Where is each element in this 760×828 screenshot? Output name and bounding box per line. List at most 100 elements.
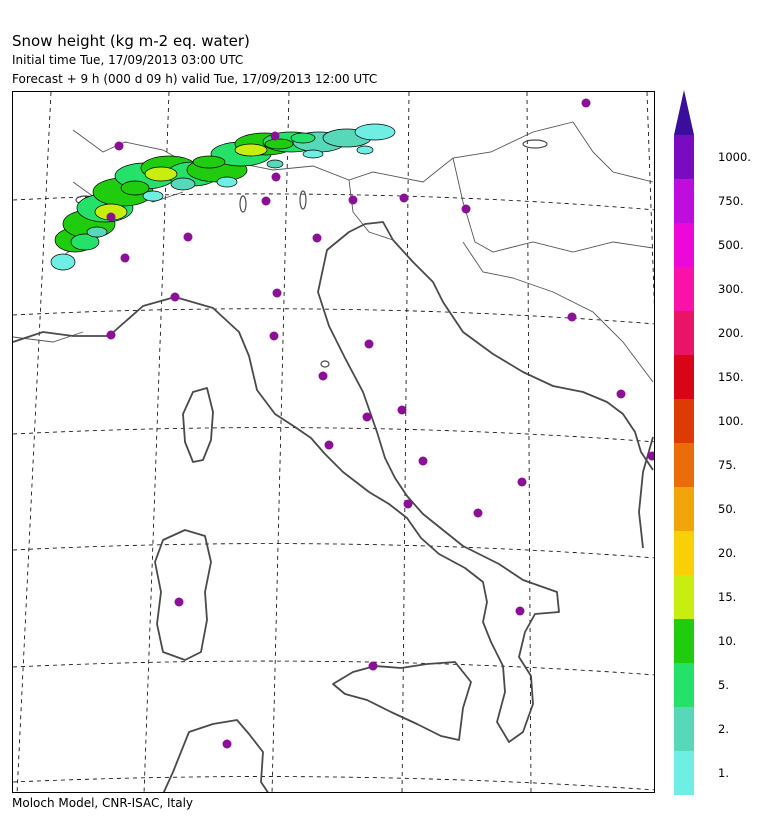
station-marker: [272, 288, 282, 298]
station-marker: [170, 292, 180, 302]
station-marker: [269, 331, 279, 341]
station-marker: [270, 131, 280, 141]
station-marker: [362, 412, 372, 422]
station-marker: [581, 98, 591, 108]
snow-contour: [144, 166, 178, 182]
meridian-line: [16, 92, 52, 792]
station-marker: [461, 204, 471, 214]
station-marker: [106, 212, 116, 222]
map-panel: [12, 91, 655, 793]
scale-swatch: [674, 223, 694, 267]
forecast-validity: Forecast + 9 h (000 d 09 h) valid Tue, 1…: [12, 72, 378, 86]
border-line: [72, 121, 574, 183]
meridian-line: [143, 92, 170, 792]
station-marker: [120, 253, 130, 263]
scale-swatch: [674, 531, 694, 575]
scale-label: 1000.: [718, 150, 751, 164]
parallel-line: [13, 660, 654, 676]
snow-contour: [142, 190, 164, 202]
snow-contour: [290, 132, 316, 144]
coastline-peninsula: [108, 221, 560, 743]
scale-label: 100.: [718, 414, 744, 428]
station-marker: [324, 440, 334, 450]
scale-label: 200.: [718, 326, 744, 340]
parallel-line: [13, 427, 654, 443]
coastline-sardinia: [154, 529, 212, 661]
snow-contour: [216, 176, 238, 188]
scale-swatch: [674, 399, 694, 443]
station-marker: [517, 477, 527, 487]
coastline-tunisia: [162, 719, 269, 792]
coastlines: [13, 221, 654, 792]
scale-swatch: [674, 267, 694, 311]
scale-label: 500.: [718, 238, 744, 252]
scale-label: 15.: [718, 590, 737, 604]
border-line: [572, 121, 654, 183]
station-marker: [114, 141, 124, 151]
scale-swatch: [674, 575, 694, 619]
snow-contour: [192, 155, 226, 169]
scale-label: 50.: [718, 502, 737, 516]
scale-label: 1.: [718, 766, 729, 780]
snow-contour: [354, 123, 396, 141]
station-marker: [616, 389, 626, 399]
meridian-line: [271, 92, 290, 792]
station-marker: [403, 499, 413, 509]
border-line: [348, 179, 394, 241]
coastline-balkans: [392, 239, 654, 471]
snow-contour: [356, 145, 374, 155]
scale-label: 300.: [718, 282, 744, 296]
initial-time: Initial time Tue, 17/09/2013 03:00 UTC: [12, 53, 244, 67]
lake-balaton: [522, 139, 548, 149]
station-marker: [397, 405, 407, 415]
scale-label: 750.: [718, 194, 744, 208]
scale-swatch: [674, 663, 694, 707]
scale-label: 75.: [718, 458, 737, 472]
map-canvas: [13, 92, 654, 792]
parallel-line: [13, 308, 654, 325]
meridian-line: [526, 92, 532, 792]
graticule: [13, 92, 654, 792]
scale-swatch: [674, 751, 694, 795]
parallel-line: [13, 776, 654, 791]
snow-contour: [302, 149, 324, 159]
snow-contour: [266, 159, 284, 169]
station-marker: [174, 597, 184, 607]
station-marker: [106, 330, 116, 340]
scale-label: 10.: [718, 634, 737, 648]
lake-trasimeno: [320, 360, 330, 368]
meridian-line: [401, 92, 410, 792]
stations: [106, 98, 654, 749]
parallel-line: [13, 543, 654, 559]
scale-label: 2.: [718, 722, 729, 736]
snow-contour: [234, 143, 268, 157]
snow-contour: [86, 226, 108, 238]
snow-contour: [50, 253, 76, 271]
station-marker: [348, 195, 358, 205]
border-line: [452, 157, 654, 253]
scale-label: 150.: [718, 370, 744, 384]
station-marker: [261, 196, 271, 206]
station-marker: [567, 312, 577, 322]
scale-swatch: [674, 355, 694, 399]
station-marker: [368, 661, 378, 671]
station-marker: [515, 606, 525, 616]
scale-label: 5.: [718, 678, 729, 692]
color-scale-legend: 1. 2. 5. 10. 15. 20. 50. 75. 100. 150. 200. 300. 500…: [674, 90, 760, 795]
coastline-france: [13, 331, 109, 343]
map-title: Snow height (kg m-2 eq. water): [12, 32, 250, 50]
snow-contour: [264, 138, 294, 150]
border-line: [462, 241, 654, 383]
station-marker: [473, 508, 483, 518]
station-marker: [222, 739, 232, 749]
snow-field: [50, 123, 396, 271]
snow-contour: [70, 233, 100, 251]
station-marker: [418, 456, 428, 466]
scale-swatch: [674, 179, 694, 223]
coastline-corsica: [182, 387, 214, 463]
meridian-line: [646, 92, 654, 306]
station-marker: [399, 193, 409, 203]
coastline-sicily: [332, 661, 472, 741]
snow-contour: [170, 177, 196, 191]
lake-garda: [299, 190, 307, 210]
